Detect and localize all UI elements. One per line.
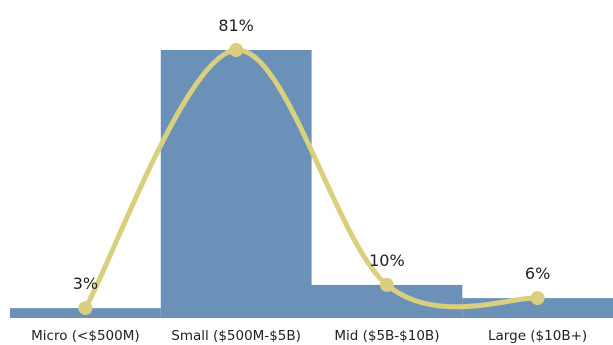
data-point-3 xyxy=(530,291,545,306)
category-label-2: Mid ($5B-$10B) xyxy=(334,328,439,344)
data-label-1: 81% xyxy=(218,16,254,35)
bars xyxy=(10,50,613,318)
data-point-0 xyxy=(78,301,93,316)
category-label-1: Small ($500M-$5B) xyxy=(171,328,301,344)
category-label-3: Large ($10B+) xyxy=(488,328,587,344)
category-label-0: Micro (<$500M) xyxy=(31,328,139,344)
category-labels: Micro (<$500M) Small ($500M-$5B) Mid ($5B-… xyxy=(31,328,587,344)
trend-line xyxy=(82,47,541,311)
data-point-1 xyxy=(229,43,244,57)
data-label-3: 6% xyxy=(525,264,550,283)
data-label-2: 10% xyxy=(369,251,405,270)
bar-1 xyxy=(160,50,312,318)
data-points xyxy=(78,43,545,316)
data-labels: 3% 81% 10% 6% xyxy=(73,16,551,293)
data-label-0: 3% xyxy=(73,274,98,293)
data-point-2 xyxy=(379,277,394,292)
